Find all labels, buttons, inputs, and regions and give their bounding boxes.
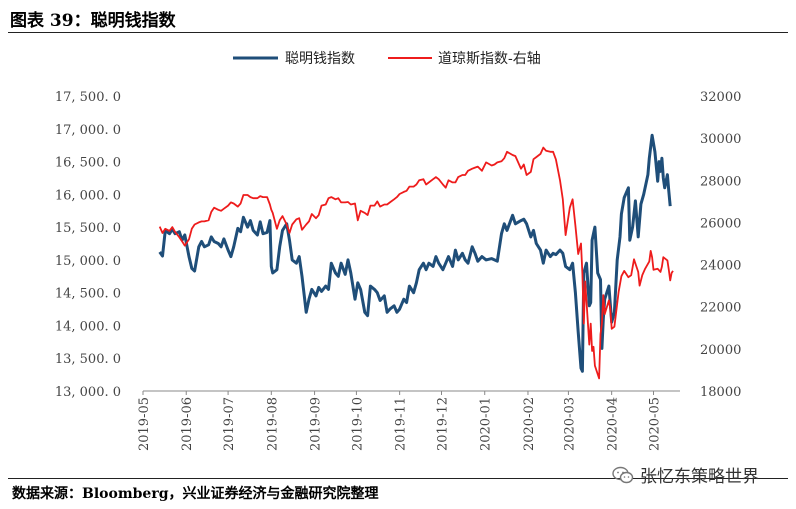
y-right-tick-label: 24000 <box>700 259 741 274</box>
y-left-tick-label: 16, 000. 0 <box>55 188 121 203</box>
y-right-tick-label: 26000 <box>700 216 741 231</box>
wechat-icon <box>612 466 634 483</box>
y-right-tick-label: 32000 <box>700 90 741 105</box>
y-left-tick-label: 13, 500. 0 <box>55 352 121 367</box>
chart: 聪明钱指数 道琼斯指数-右轴 13, 000. 0 13, 500. 0 14, 0… <box>55 51 742 451</box>
y-left-tick-label: 13, 000. 0 <box>55 385 121 400</box>
watermark-text: 张忆东策略世界 <box>640 467 759 487</box>
x-tick-label: 2019-07 <box>222 397 237 451</box>
axes: 13, 000. 0 13, 500. 0 14, 000. 0 14, 500. 0… <box>55 90 742 451</box>
x-tick-label: 2020-02 <box>522 397 537 451</box>
figure-title: 图表 39：聪明钱指数 <box>10 11 176 31</box>
x-tick-label: 2019-08 <box>265 397 280 451</box>
x-tick-label: 2019-05 <box>137 397 152 451</box>
y-right-tick-label: 18000 <box>700 385 741 400</box>
x-tick-label: 2020-05 <box>647 397 662 451</box>
x-tick-label: 2020-01 <box>479 397 494 451</box>
y-left-tick-label: 17, 000. 0 <box>55 123 121 138</box>
y-right-tick-label: 28000 <box>700 174 741 189</box>
x-tick-label: 2019-09 <box>309 397 324 451</box>
x-tick-label: 2020-04 <box>606 397 621 451</box>
legend: 聪明钱指数 道琼斯指数-右轴 <box>233 51 541 67</box>
footer-rule <box>8 478 788 479</box>
y-left-tick-label: 14, 500. 0 <box>55 287 121 302</box>
legend-label-smart-money: 聪明钱指数 <box>285 51 355 67</box>
y-right-tick-label: 22000 <box>700 301 741 316</box>
y-left-tick-label: 15, 000. 0 <box>55 254 121 269</box>
y-right-tick-label: 20000 <box>700 343 741 358</box>
title-rule <box>8 32 788 33</box>
series-line-dow-jones <box>158 146 674 380</box>
source-note: 数据来源：Bloomberg，兴业证券经济与金融研究院整理 <box>12 486 379 502</box>
plot-area <box>158 133 674 380</box>
watermark: 张忆东策略世界 <box>612 462 759 487</box>
x-tick-label: 2019-10 <box>350 397 365 451</box>
x-tick-label: 2019-12 <box>435 397 450 451</box>
legend-label-dow-jones: 道琼斯指数-右轴 <box>438 51 541 67</box>
y-left-tick-label: 17, 500. 0 <box>55 90 121 105</box>
series-line-smart-money <box>158 133 672 373</box>
y-right-tick-label: 30000 <box>700 132 741 147</box>
y-left-tick-label: 14, 000. 0 <box>55 319 121 334</box>
x-tick-label: 2019-06 <box>180 397 195 451</box>
y-left-tick-label: 15, 500. 0 <box>55 221 121 236</box>
x-tick-label: 2020-03 <box>562 397 577 451</box>
x-tick-label: 2019-11 <box>394 397 409 451</box>
y-left-tick-label: 16, 500. 0 <box>55 156 121 171</box>
